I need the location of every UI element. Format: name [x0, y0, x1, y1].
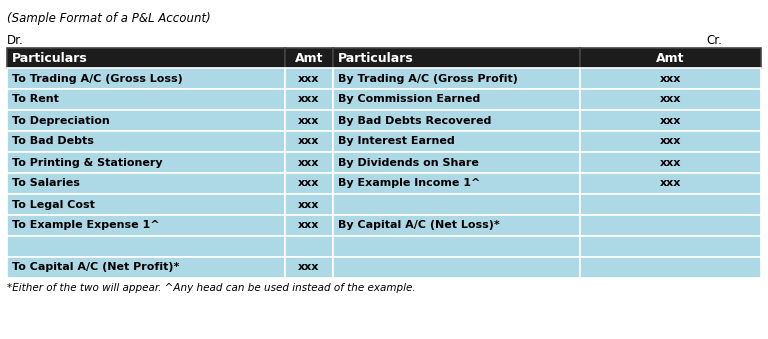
- Text: To Trading A/C (Gross Loss): To Trading A/C (Gross Loss): [12, 74, 183, 83]
- Text: xxx: xxx: [298, 179, 319, 188]
- Text: To Depreciation: To Depreciation: [12, 116, 110, 125]
- Text: xxx: xxx: [298, 116, 319, 125]
- Bar: [7, 89, 285, 110]
- Bar: [333, 194, 580, 215]
- Bar: [7, 131, 285, 152]
- Text: xxx: xxx: [298, 74, 319, 83]
- Text: To Printing & Stationery: To Printing & Stationery: [12, 158, 163, 167]
- Bar: [285, 173, 333, 194]
- Bar: [333, 236, 580, 257]
- Text: To Bad Debts: To Bad Debts: [12, 137, 94, 146]
- Bar: [285, 236, 333, 257]
- Bar: [285, 194, 333, 215]
- Bar: [333, 173, 580, 194]
- Bar: [7, 236, 285, 257]
- Text: By Example Income 1^: By Example Income 1^: [338, 179, 480, 188]
- Bar: [285, 48, 333, 68]
- Bar: [580, 215, 761, 236]
- Text: By Interest Earned: By Interest Earned: [338, 137, 455, 146]
- Bar: [285, 89, 333, 110]
- Bar: [285, 152, 333, 173]
- Bar: [7, 257, 285, 278]
- Text: To Legal Cost: To Legal Cost: [12, 199, 95, 210]
- Text: xxx: xxx: [660, 179, 681, 188]
- Bar: [580, 257, 761, 278]
- Text: By Capital A/C (Net Loss)*: By Capital A/C (Net Loss)*: [338, 220, 500, 231]
- Bar: [285, 68, 333, 89]
- Text: xxx: xxx: [298, 158, 319, 167]
- Text: Cr.: Cr.: [706, 34, 722, 47]
- Bar: [7, 48, 285, 68]
- Text: To Rent: To Rent: [12, 95, 59, 104]
- Text: To Salaries: To Salaries: [12, 179, 80, 188]
- Bar: [333, 131, 580, 152]
- Text: xxx: xxx: [660, 74, 681, 83]
- Text: Particulars: Particulars: [12, 52, 88, 64]
- Text: *Either of the two will appear. ^Any head can be used instead of the example.: *Either of the two will appear. ^Any hea…: [7, 283, 415, 293]
- Text: By Trading A/C (Gross Profit): By Trading A/C (Gross Profit): [338, 74, 518, 83]
- Bar: [7, 215, 285, 236]
- Bar: [580, 194, 761, 215]
- Bar: [580, 68, 761, 89]
- Text: By Dividends on Share: By Dividends on Share: [338, 158, 479, 167]
- Bar: [580, 48, 761, 68]
- Text: Amt: Amt: [656, 52, 685, 64]
- Bar: [580, 152, 761, 173]
- Text: To Example Expense 1^: To Example Expense 1^: [12, 220, 160, 231]
- Bar: [580, 236, 761, 257]
- Bar: [580, 173, 761, 194]
- Text: Particulars: Particulars: [338, 52, 414, 64]
- Text: (Sample Format of a P&L Account): (Sample Format of a P&L Account): [7, 12, 210, 25]
- Bar: [7, 173, 285, 194]
- Bar: [333, 257, 580, 278]
- Text: xxx: xxx: [298, 137, 319, 146]
- Bar: [333, 68, 580, 89]
- Bar: [7, 152, 285, 173]
- Text: Dr.: Dr.: [7, 34, 24, 47]
- Text: xxx: xxx: [298, 95, 319, 104]
- Text: To Capital A/C (Net Profit)*: To Capital A/C (Net Profit)*: [12, 262, 180, 273]
- Bar: [285, 131, 333, 152]
- Text: xxx: xxx: [660, 137, 681, 146]
- Text: xxx: xxx: [660, 95, 681, 104]
- Bar: [285, 257, 333, 278]
- Text: xxx: xxx: [660, 158, 681, 167]
- Text: xxx: xxx: [298, 262, 319, 273]
- Text: xxx: xxx: [660, 116, 681, 125]
- Bar: [7, 110, 285, 131]
- Text: Amt: Amt: [295, 52, 323, 64]
- Text: By Commission Earned: By Commission Earned: [338, 95, 480, 104]
- Text: By Bad Debts Recovered: By Bad Debts Recovered: [338, 116, 492, 125]
- Bar: [333, 110, 580, 131]
- Bar: [333, 215, 580, 236]
- Bar: [333, 48, 580, 68]
- Bar: [580, 110, 761, 131]
- Bar: [580, 89, 761, 110]
- Bar: [333, 152, 580, 173]
- Bar: [7, 194, 285, 215]
- Bar: [285, 110, 333, 131]
- Bar: [7, 68, 285, 89]
- Bar: [333, 89, 580, 110]
- Bar: [285, 215, 333, 236]
- Text: xxx: xxx: [298, 199, 319, 210]
- Text: xxx: xxx: [298, 220, 319, 231]
- Bar: [580, 131, 761, 152]
